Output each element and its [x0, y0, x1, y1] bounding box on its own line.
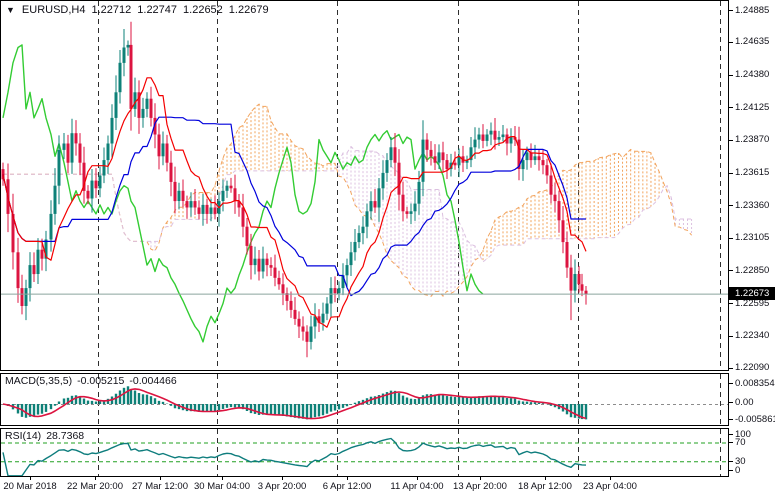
- rsi-value: 28.7368: [46, 430, 85, 442]
- time-axis-label: 18 Apr 12:00: [518, 481, 572, 492]
- price-axis-label: 1.22595: [735, 298, 770, 309]
- time-axis-label: 3 Apr 20:00: [257, 481, 307, 492]
- price-axis-label: 1.24635: [735, 36, 770, 47]
- price-axis-tick: [729, 42, 733, 43]
- price-axis-label: 1.23360: [735, 200, 770, 211]
- symbol-period-label: EURUSD,H4: [21, 4, 86, 16]
- price-axis-label: 1.22850: [735, 265, 770, 276]
- macd-chart-canvas[interactable]: [1, 374, 728, 425]
- price-axis-tick: [729, 140, 733, 141]
- current-price-badge: 1.22673: [729, 287, 775, 300]
- ohlc-open: 1.22712: [91, 4, 132, 16]
- price-axis-label: 1.23105: [735, 232, 770, 243]
- price-chart-canvas[interactable]: [1, 1, 728, 370]
- time-axis-tick: [222, 477, 223, 480]
- price-axis-tick: [729, 75, 733, 76]
- rsi-pane[interactable]: RSI(14) 28.7368: [0, 428, 729, 477]
- price-axis-tick: [729, 10, 733, 11]
- price-axis-label: 1.22340: [735, 330, 770, 341]
- price-axis-label: 1.24125: [735, 102, 770, 113]
- macd-axis-tick: [729, 419, 733, 420]
- price-axis[interactable]: 1.22673 1.24885 1.24635 1.24380 1.24125 1.23…: [729, 0, 775, 498]
- price-axis-tick: [729, 107, 733, 108]
- price-axis-tick: [729, 205, 733, 206]
- ohlc-high: 1.22747: [137, 4, 178, 16]
- time-axis-tick: [282, 477, 283, 480]
- time-axis-label: 20 Mar 2018: [3, 481, 57, 492]
- price-axis-tick: [729, 270, 733, 271]
- price-axis-tick: [729, 368, 733, 369]
- macd-main-value: -0.005215: [77, 375, 125, 387]
- rsi-axis-label: 30: [735, 456, 746, 467]
- rsi-axis-tick: [729, 434, 733, 435]
- macd-axis-label: 0.00: [735, 397, 754, 408]
- rsi-axis-label: 70: [735, 437, 746, 448]
- rsi-axis-tick: [729, 461, 733, 462]
- price-axis-tick: [729, 238, 733, 239]
- macd-axis-tick: [729, 383, 733, 384]
- price-axis-label: 1.22090: [735, 362, 770, 373]
- macd-axis-tick: [729, 402, 733, 403]
- macd-pane[interactable]: MACD(5,35,5) -0.005215 -0.004466: [0, 373, 729, 426]
- time-axis-label: 27 Mar 12:00: [132, 481, 188, 492]
- time-axis-tick: [95, 477, 96, 480]
- price-axis-label: 1.24885: [735, 5, 770, 16]
- time-axis-tick: [347, 477, 348, 480]
- time-axis-label: 23 Apr 04:00: [583, 481, 637, 492]
- time-axis-label: 13 Apr 20:00: [453, 481, 507, 492]
- time-axis-label: 11 Apr 04:00: [390, 481, 444, 492]
- time-axis-tick: [417, 477, 418, 480]
- time-axis-tick: [610, 477, 611, 480]
- time-axis-tick: [30, 477, 31, 480]
- price-pane[interactable]: ▼ EURUSD,H4 1.22712 1.22747 1.22652 1.22679: [0, 0, 729, 371]
- rsi-axis-tick: [729, 470, 733, 471]
- price-axis-tick: [729, 336, 733, 337]
- macd-axis-label: -0.005861: [735, 414, 775, 425]
- rsi-axis-tick: [729, 442, 733, 443]
- price-axis-tick: [729, 173, 733, 174]
- price-axis-label: 1.24380: [735, 69, 770, 80]
- time-axis-tick: [545, 477, 546, 480]
- time-axis[interactable]: 20 Mar 2018 22 Mar 20:00 27 Mar 12:00 30 Ma…: [0, 477, 729, 498]
- rsi-axis-label: 0: [735, 465, 741, 476]
- current-price-value: 1.22673: [735, 288, 770, 299]
- time-axis-tick: [480, 477, 481, 480]
- macd-signal-value: -0.004466: [129, 375, 177, 387]
- time-axis-label: 30 Mar 04:00: [194, 481, 250, 492]
- time-axis-tick: [160, 477, 161, 480]
- rsi-label-row: RSI(14) 28.7368: [5, 430, 89, 442]
- macd-label-row: MACD(5,35,5) -0.005215 -0.004466: [5, 375, 182, 387]
- rsi-chart-canvas[interactable]: [1, 429, 728, 476]
- price-axis-label: 1.23615: [735, 167, 770, 178]
- macd-axis-label: 0.008354: [735, 378, 775, 389]
- price-axis-tick: [729, 303, 733, 304]
- rsi-indicator-label: RSI(14): [5, 430, 42, 442]
- macd-indicator-label: MACD(5,35,5): [5, 375, 73, 387]
- time-axis-label: 22 Mar 20:00: [67, 481, 123, 492]
- rsi-axis-label: 100: [735, 429, 751, 440]
- price-axis-label: 1.23870: [735, 134, 770, 145]
- symbol-dropdown-icon[interactable]: ▼: [6, 5, 15, 15]
- ohlc-low: 1.22652: [183, 4, 223, 16]
- chart-title: ▼ EURUSD,H4 1.22712 1.22747 1.22652 1.22679: [6, 4, 275, 16]
- time-axis-label: 6 Apr 12:00: [322, 481, 372, 492]
- ohlc-close: 1.22679: [228, 4, 269, 16]
